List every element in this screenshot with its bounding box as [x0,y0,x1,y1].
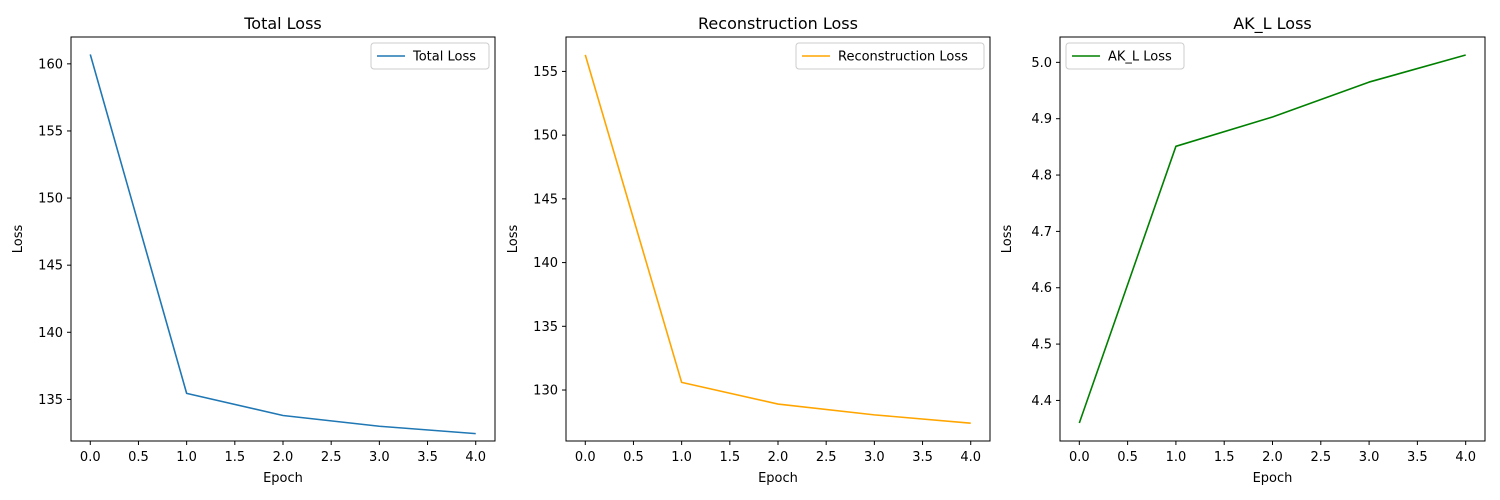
y-tick-label: 4.7 [1031,225,1052,240]
x-tick-label: 0.0 [80,450,101,465]
plot-frame [565,36,991,442]
x-tick-label: 1.0 [671,450,692,465]
x-tick-label: 0.0 [575,450,596,465]
legend: Reconstruction Loss [795,42,985,70]
legend-box [1065,42,1185,70]
y-tick-label: 150 [533,129,558,144]
legend-box [370,42,490,70]
x-tick-label: 0.5 [623,450,644,465]
legend-label: Reconstruction Loss [838,50,968,65]
chart-panel-2: Reconstruction Loss 0.0 0.5 1.0 1.5 2.0 2.5 3.0… [506,14,991,486]
y-tick-label: 145 [533,192,558,207]
x-tick-label: 3.5 [912,450,933,465]
x-tick-label: 3.0 [864,450,885,465]
y-axis-label: Loss [506,225,521,254]
series-line-1 [584,54,971,424]
y-axis-label: Loss [11,225,26,254]
legend-label: Total Loss [412,50,476,65]
x-tick-label: 0.0 [1069,450,1090,465]
chart-panel-1: Total Loss 0.0 0.5 1.0 1.5 2.0 2.5 3.0 3.5 4.0 135… [11,14,496,486]
x-tick-label: 2.0 [1262,450,1283,465]
chart-title: Reconstruction Loss [698,14,858,33]
legend: Total Loss [370,42,490,70]
x-tick-label: 4.0 [1455,450,1476,465]
x-axis-label: Epoch [263,471,303,486]
x-tick-label: 3.0 [1359,450,1380,465]
y-tick-label: 4.5 [1031,338,1052,353]
y-tick-label: 5.0 [1031,56,1052,71]
x-axis-label: Epoch [758,471,798,486]
legend-label: AK_L Loss [1108,50,1172,65]
y-tick-label: 155 [38,124,63,139]
x-tick-label: 1.0 [176,450,197,465]
y-tick-label: 4.6 [1031,281,1052,296]
y-tick-label: 160 [38,57,63,72]
x-tick-label: 3.0 [369,450,390,465]
y-axis-label: Loss [1000,225,1015,254]
y-tick-label: 130 [533,384,558,399]
y-tick-label: 140 [533,256,558,271]
y-tick-label: 135 [533,320,558,335]
y-tick-label: 150 [38,192,63,207]
x-tick-label: 0.5 [1117,450,1138,465]
x-axis-label: Epoch [1253,471,1293,486]
x-tick-label: 2.0 [768,450,789,465]
y-tick-label: 145 [38,259,63,274]
x-tick-label: 4.0 [960,450,981,465]
x-tick-label: 1.5 [224,450,245,465]
x-tick-label: 2.5 [1310,450,1331,465]
x-tick-label: 2.0 [273,450,294,465]
y-tick-label: 4.8 [1031,169,1052,184]
series-line-1 [89,54,476,435]
chart-panel-3: AK_L Loss 0.0 0.5 1.0 1.5 2.0 2.5 3.0 3.5 4.0 4.4 4… [1000,14,1486,486]
x-tick-label: 3.5 [417,450,438,465]
x-tick-label: 3.5 [1407,450,1428,465]
chart-title: AK_L Loss [1233,14,1312,34]
y-tick-label: 155 [533,65,558,80]
y-tick-label: 4.9 [1031,112,1052,127]
series-line-1 [1078,54,1466,424]
y-tick-label: 140 [38,326,63,341]
x-tick-label: 1.5 [1214,450,1235,465]
x-tick-label: 0.5 [128,450,149,465]
plot-frame [70,36,496,442]
legend: AK_L Loss [1065,42,1185,70]
x-tick-label: 1.5 [719,450,740,465]
y-tick-label: 4.4 [1031,394,1052,409]
legend-box [795,42,985,70]
x-tick-label: 2.5 [321,450,342,465]
x-tick-label: 1.0 [1166,450,1187,465]
x-tick-label: 2.5 [816,450,837,465]
x-tick-label: 4.0 [465,450,486,465]
y-tick-label: 135 [38,393,63,408]
plot-frame [1059,36,1486,442]
chart-title: Total Loss [243,14,322,33]
